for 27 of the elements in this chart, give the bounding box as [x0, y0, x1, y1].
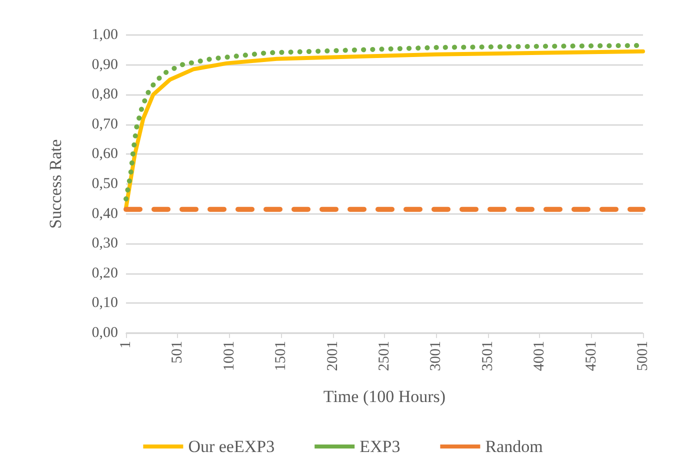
legend-label: EXP3 [360, 437, 400, 456]
x-tick-label: 3501 [480, 341, 496, 371]
y-tick-label: 0,20 [92, 265, 118, 282]
x-tick-label: 4501 [583, 341, 600, 371]
y-tick-label: 0,10 [92, 295, 118, 312]
x-tick-label: 4001 [532, 341, 548, 371]
y-tick-label: 1,00 [92, 27, 118, 43]
y-tick-label: 0,40 [92, 206, 118, 222]
y-tick-label: 0,00 [92, 325, 118, 341]
x-tick-label: 1001 [221, 341, 238, 371]
x-tick-label: 5001 [635, 341, 651, 371]
x-tick-label: 2001 [324, 341, 341, 371]
x-axis-title: Time (100 Hours) [323, 387, 446, 406]
y-tick-label: 0,90 [92, 56, 118, 73]
x-tick-label: 3001 [428, 341, 444, 371]
y-axis-title: Success Rate [46, 139, 65, 229]
y-tick-label: 0,50 [92, 176, 118, 192]
y-tick-label: 0,70 [92, 116, 118, 132]
x-tick-label: 1 [118, 341, 134, 348]
y-tick-label: 0,80 [92, 86, 118, 103]
legend-label: Our eeEXP3 [188, 437, 275, 456]
legend-label: Random [485, 437, 543, 456]
x-tick-label: 501 [170, 341, 186, 364]
y-tick-label: 0,60 [92, 146, 118, 162]
x-tick-label: 2501 [376, 341, 392, 371]
y-tick-label: 0,30 [92, 236, 118, 252]
x-tick-label: 1501 [273, 341, 290, 371]
